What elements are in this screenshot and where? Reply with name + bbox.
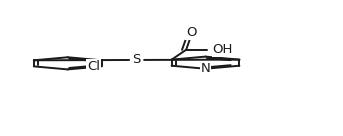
Text: O: O: [186, 26, 197, 39]
Text: Cl: Cl: [87, 60, 100, 73]
Text: N: N: [201, 62, 210, 75]
Text: S: S: [132, 53, 141, 67]
Text: OH: OH: [212, 43, 233, 56]
